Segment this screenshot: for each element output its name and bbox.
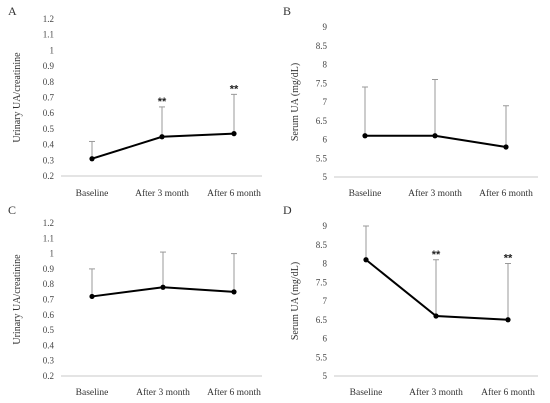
panel-a-category-label: After 3 month [135,188,189,199]
panel-a-y-tick-label: 0.3 [43,155,55,165]
panel-c-y-tick-label: 0.6 [43,310,55,320]
panel-b-y-tick-label: 7.5 [316,78,328,88]
panel-d-category-label: Baseline [350,388,383,398]
panel-b-data-point [432,133,438,139]
panel-b-y-axis-label: Serum UA (mg/dL) [290,63,301,141]
panel-d-data-point [433,313,439,319]
panel-a-data-point [89,156,95,162]
panel-c-data-point [160,284,166,290]
panel-a-y-tick-label: 0.5 [43,124,55,134]
panel-b-y-tick-label: 8 [323,60,328,70]
panel-d-y-tick-label: 6 [323,334,328,344]
panel-c-y-tick-label: 0.8 [43,279,55,289]
panel-d-significance-marker: ** [432,249,441,261]
panel-a-y-axis-label: Urinary UA/creatinine [12,52,23,143]
panel-d-category-label: After 3 month [409,387,463,398]
panel-d-y-tick-label: 8 [323,259,328,269]
panel-b-y-tick-label: 5.5 [316,153,328,163]
panel-c-category-label: After 6 month [207,387,261,398]
panel-b-y-tick-label: 6 [323,135,328,145]
panel-c-y-tick-label: 0.3 [43,356,55,366]
panel-c-letter: C [8,203,16,217]
panel-b-y-tick-label: 5 [323,172,328,182]
panel-a-y-tick-label: 0.6 [43,108,55,118]
panel-c-category-label: After 3 month [136,387,190,398]
panel-b-category-label: After 6 month [479,188,533,199]
panel-d-letter: D [283,203,292,217]
panel-d-y-tick-label: 5.5 [316,352,328,362]
panel-a-data-point [159,134,165,140]
panel-d-y-axis-label: Serum UA (mg/dL) [290,262,301,340]
panel-c-y-tick-label: 0.2 [43,371,54,381]
panel-d-y-tick-label: 8.5 [316,240,328,250]
panel-a-data-point [231,131,237,137]
panel-d-y-tick-label: 7.5 [316,277,328,287]
panel-a-y-tick-label: 1.2 [43,14,54,24]
panel-c-y-tick-label: 0.5 [43,325,55,335]
panel-b-y-tick-label: 7 [323,97,328,107]
panel-a-y-tick-label: 1 [50,45,55,55]
panel-d-series-line [365,258,509,321]
panel-c-y-tick-label: 0.4 [43,340,55,350]
panel-a-y-tick-label: 0.2 [43,171,54,181]
panel-a-significance-marker: ** [158,96,167,108]
panel-b-y-tick-label: 8.5 [316,41,328,51]
panel-d-y-tick-label: 9 [323,221,328,231]
panel-a-category-label: After 6 month [207,188,261,199]
panel-b-data-point [503,144,509,150]
panel-d-y-tick-label: 7 [323,296,328,306]
panel-d-y-tick-label: 5 [323,371,328,381]
panel-a-y-tick-label: 0.4 [43,140,55,150]
panel-a-letter: A [8,4,17,18]
panel-d-data-point [363,257,369,263]
panel-a-significance-marker: ** [230,83,239,95]
panel-c-category-label: Baseline [76,388,109,398]
panel-b-y-tick-label: 9 [323,22,328,32]
panel-b-letter: B [283,4,291,18]
panel-c-y-axis-label: Urinary UA/creatinine [12,254,23,345]
panel-c-y-tick-label: 1.2 [43,218,54,228]
panel-c-data-point [89,293,95,300]
panel-a-y-tick-label: 0.9 [43,61,55,71]
panel-d-y-tick-label: 6.5 [316,315,328,325]
panel-b-data-point [362,133,368,139]
panel-b-category-label: After 3 month [408,188,462,199]
panel-c-y-tick-label: 0.9 [43,264,55,274]
panel-b-category-label: Baseline [349,189,382,199]
panel-c-y-tick-label: 1.1 [43,233,54,243]
panel-a-y-tick-label: 1.1 [43,30,54,40]
panel-b-y-tick-label: 6.5 [316,116,328,126]
panel-a-category-label: Baseline [76,189,109,199]
panel-c-y-tick-label: 0.7 [43,295,55,305]
panel-d-data-point [505,317,511,323]
panel-c-y-tick-label: 1 [50,249,55,259]
panel-d-significance-marker: ** [504,253,513,265]
panel-a-y-tick-label: 0.8 [43,77,55,87]
panel-a-y-tick-label: 0.7 [43,93,55,103]
panel-c-data-point [231,289,237,295]
panel-d-category-label: After 6 month [481,387,535,398]
